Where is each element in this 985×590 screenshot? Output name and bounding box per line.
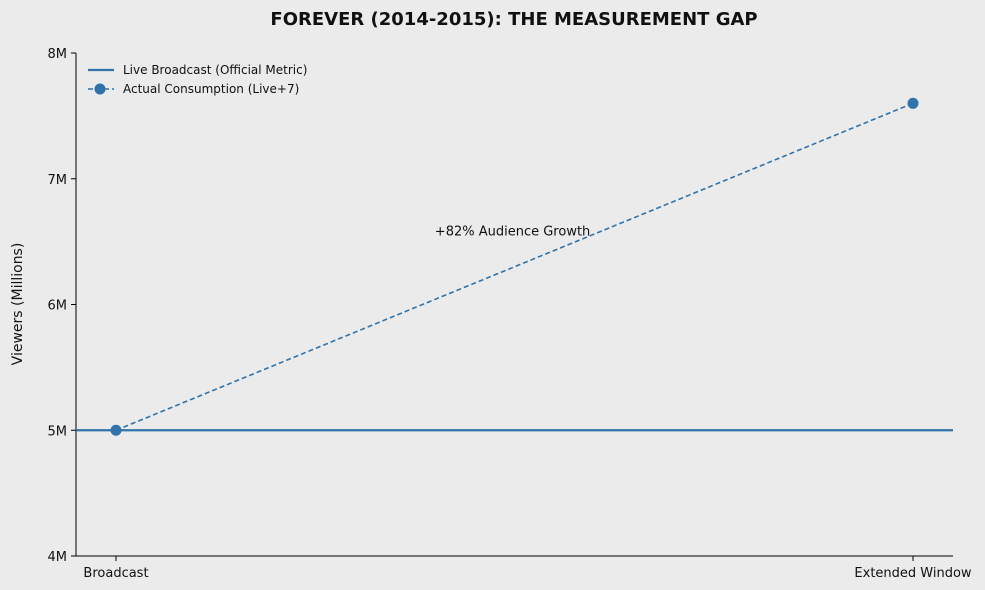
legend: Live Broadcast (Official Metric) Actual … [88, 63, 307, 96]
ticks: 4M 5M 6M 7M 8M Broadcast Extended Window [48, 47, 972, 581]
y-tick-label: 5M [48, 424, 68, 439]
y-tick-label: 4M [48, 550, 68, 565]
y-tick-label: 6M [48, 299, 68, 314]
y-tick-label: 7M [48, 173, 68, 188]
legend-entry-live: Live Broadcast (Official Metric) [123, 63, 307, 77]
series [76, 97, 953, 436]
y-tick-label: 8M [48, 47, 68, 62]
data-point-actual [907, 97, 919, 109]
annotations: +82% Audience Growth [435, 224, 591, 239]
y-axis-label: Viewers (Millions) [10, 243, 26, 366]
annotation-label: +82% Audience Growth [435, 224, 591, 239]
data-point-actual [110, 424, 122, 436]
legend-entry-actual: Actual Consumption (Live+7) [123, 82, 299, 96]
x-tick-label: Extended Window [854, 566, 972, 581]
chart-title: FOREVER (2014-2015): THE MEASUREMENT GAP [270, 9, 757, 30]
legend-marker-actual [94, 83, 106, 95]
series-line-actual [115, 102, 914, 431]
x-tick-label: Broadcast [83, 566, 148, 581]
axes [75, 53, 953, 557]
